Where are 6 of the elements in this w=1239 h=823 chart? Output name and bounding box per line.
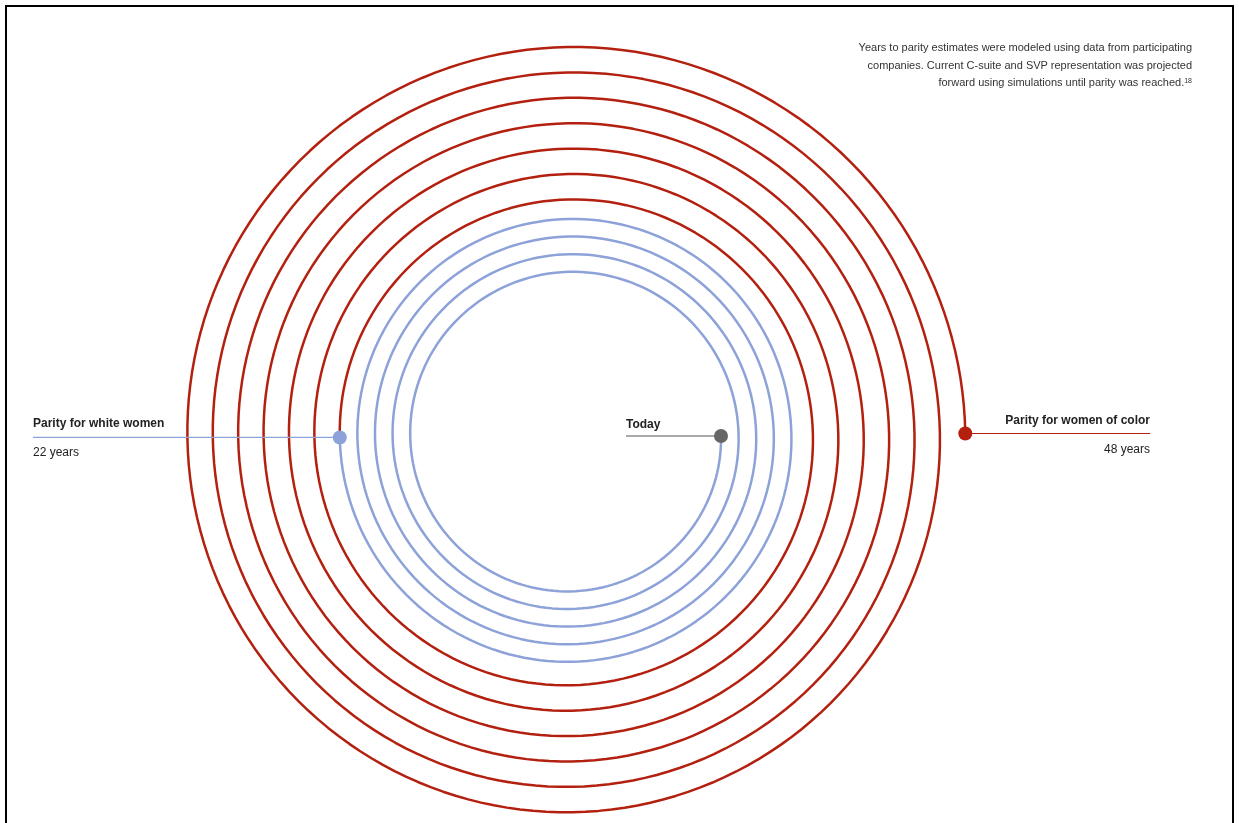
text: Today bbox=[626, 417, 661, 431]
data-label: 22 years bbox=[33, 445, 80, 460]
category-label: Parity for white women bbox=[33, 416, 165, 431]
text: Years to parity estimates were modeled using data from participating companies. Current C-suite and SVP representation was projected forward using simulations until parity was reached.$^{18}$ bbox=[858, 41, 1193, 88]
data-label: 48 years bbox=[1103, 441, 1150, 456]
category-label: Parity for women of color bbox=[1005, 412, 1151, 427]
